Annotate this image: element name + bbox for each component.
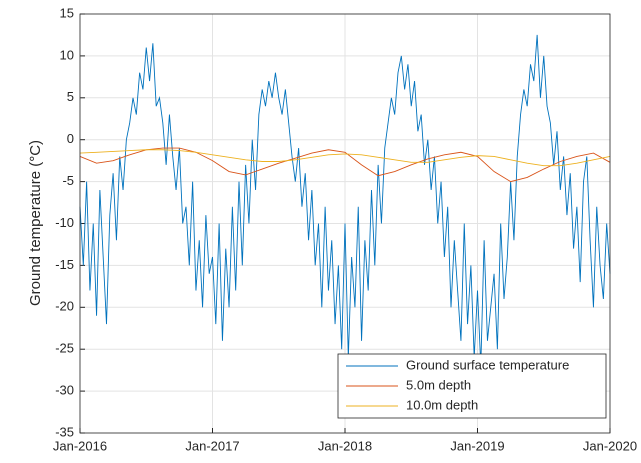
y-tick-label: 0	[67, 131, 74, 146]
plot-frame	[79, 13, 611, 434]
series-line	[79, 147, 611, 183]
legend-label: 10.0m depth	[406, 397, 478, 412]
y-tick-label: 10	[60, 47, 74, 62]
x-tick-label: Jan-2020	[583, 438, 637, 453]
y-tick-label: -35	[55, 424, 74, 439]
y-tick-label: -30	[55, 383, 74, 398]
y-tick-label: -10	[55, 215, 74, 230]
y-tick-label: -5	[62, 173, 74, 188]
series-line	[79, 34, 611, 366]
x-tick-label: Jan-2018	[318, 438, 372, 453]
y-tick-label: 5	[67, 89, 74, 104]
y-tick-label: -25	[55, 341, 74, 356]
x-tick-label: Jan-2017	[185, 438, 239, 453]
y-tick-label: -20	[55, 299, 74, 314]
legend-label: 5.0m depth	[406, 377, 471, 392]
y-tick-label: 15	[60, 5, 74, 20]
x-tick-label: Jan-2016	[53, 438, 107, 453]
series-line	[79, 149, 611, 167]
y-axis-label: Ground temperature (°C)	[27, 140, 44, 306]
y-tick-label: -15	[55, 257, 74, 272]
legend-label: Ground surface temperature	[406, 357, 569, 372]
x-tick-label: Jan-2019	[450, 438, 504, 453]
